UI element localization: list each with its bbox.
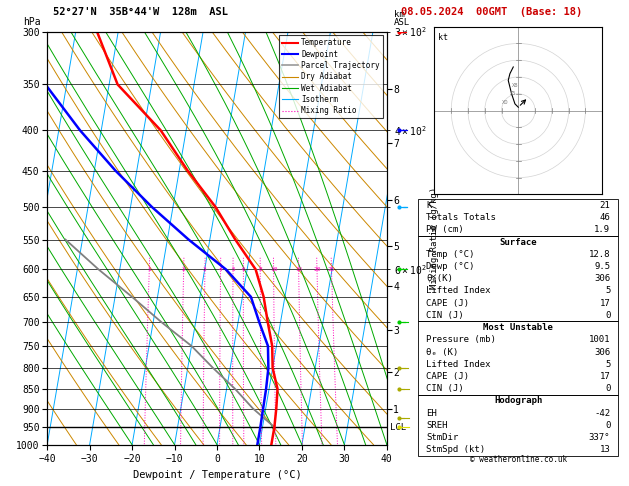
Bar: [418, 236, 618, 321]
Text: 5: 5: [605, 360, 610, 369]
Text: Hodograph: Hodograph: [494, 397, 542, 405]
Text: θₑ(K): θₑ(K): [426, 274, 453, 283]
Text: X8: X8: [512, 83, 518, 88]
Text: SREH: SREH: [426, 421, 448, 430]
Text: 337°: 337°: [589, 433, 610, 442]
Text: 20: 20: [313, 267, 321, 272]
Text: 3: 3: [203, 267, 207, 272]
Text: km
ASL: km ASL: [394, 10, 409, 27]
Text: CAPE (J): CAPE (J): [426, 298, 469, 308]
Text: LCL: LCL: [390, 423, 406, 432]
Bar: [418, 395, 618, 456]
Text: 25: 25: [328, 267, 335, 272]
Text: CIN (J): CIN (J): [426, 311, 464, 320]
Text: 12.8: 12.8: [589, 250, 610, 259]
Text: 17: 17: [599, 298, 610, 308]
Text: 4: 4: [219, 267, 223, 272]
Text: Lifted Index: Lifted Index: [426, 360, 491, 369]
Text: 8: 8: [259, 267, 262, 272]
Text: Totals Totals: Totals Totals: [426, 213, 496, 222]
Text: 0: 0: [605, 311, 610, 320]
Text: 0: 0: [605, 384, 610, 393]
Legend: Temperature, Dewpoint, Parcel Trajectory, Dry Adiabat, Wet Adiabat, Isotherm, Mi: Temperature, Dewpoint, Parcel Trajectory…: [279, 35, 383, 118]
Text: 5: 5: [605, 286, 610, 295]
Text: StmSpd (kt): StmSpd (kt): [426, 445, 486, 454]
Text: hPa: hPa: [23, 17, 41, 27]
Text: 9.5: 9.5: [594, 262, 610, 271]
Text: Lifted Index: Lifted Index: [426, 286, 491, 295]
Text: X5: X5: [510, 91, 516, 97]
Text: 6: 6: [242, 267, 245, 272]
Bar: [418, 321, 618, 395]
Text: 10: 10: [270, 267, 277, 272]
Text: 306: 306: [594, 274, 610, 283]
Text: Surface: Surface: [499, 238, 537, 246]
Text: XO: XO: [502, 100, 508, 105]
Text: 21: 21: [599, 201, 610, 210]
Text: θₑ (K): θₑ (K): [426, 347, 459, 357]
Text: 306: 306: [594, 347, 610, 357]
Text: PW (cm): PW (cm): [426, 226, 464, 234]
Text: 5: 5: [231, 267, 235, 272]
Text: StmDir: StmDir: [426, 433, 459, 442]
Text: Pressure (mb): Pressure (mb): [426, 335, 496, 344]
Text: © weatheronline.co.uk: © weatheronline.co.uk: [470, 455, 567, 464]
Text: EH: EH: [426, 409, 437, 417]
Text: kt: kt: [438, 34, 448, 42]
Text: Temp (°C): Temp (°C): [426, 250, 475, 259]
Text: 15: 15: [295, 267, 303, 272]
Text: 2: 2: [182, 267, 186, 272]
Text: 1.9: 1.9: [594, 226, 610, 234]
Text: 0: 0: [605, 421, 610, 430]
Text: CAPE (J): CAPE (J): [426, 372, 469, 381]
Text: 13: 13: [599, 445, 610, 454]
Text: 17: 17: [599, 372, 610, 381]
Text: 1001: 1001: [589, 335, 610, 344]
Text: Most Unstable: Most Unstable: [483, 323, 554, 332]
Text: 1: 1: [147, 267, 151, 272]
X-axis label: Dewpoint / Temperature (°C): Dewpoint / Temperature (°C): [133, 470, 301, 480]
Text: K: K: [426, 201, 431, 210]
Text: 08.05.2024  00GMT  (Base: 18): 08.05.2024 00GMT (Base: 18): [401, 7, 582, 17]
Text: 52°27'N  35B°44'W  128m  ASL: 52°27'N 35B°44'W 128m ASL: [53, 7, 228, 17]
Text: CIN (J): CIN (J): [426, 384, 464, 393]
Y-axis label: Mixing Ratio (g/kg): Mixing Ratio (g/kg): [430, 187, 439, 289]
Text: 46: 46: [599, 213, 610, 222]
Text: -42: -42: [594, 409, 610, 417]
Bar: [418, 199, 618, 236]
Text: Dewp (°C): Dewp (°C): [426, 262, 475, 271]
